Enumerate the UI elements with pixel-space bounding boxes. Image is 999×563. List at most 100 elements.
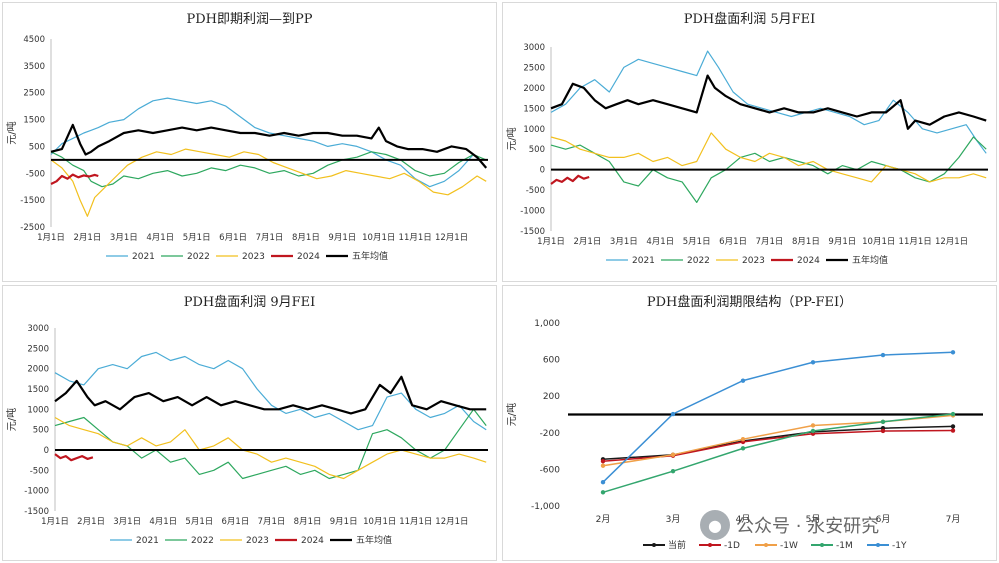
x-tick-label: 7月1日 [756, 237, 784, 247]
legend-label: 2024 [297, 252, 320, 262]
legend-label: 2024 [301, 536, 324, 546]
x-tick-label: 11月1日 [899, 237, 932, 247]
legend-label: 五年均值 [356, 534, 392, 546]
chart-title: PDH即期利润—到PP [186, 12, 312, 27]
x-tick-label: 5月1日 [185, 517, 213, 527]
series-line-当前 [602, 425, 954, 461]
legend-label: 2022 [191, 536, 214, 546]
y-tick-label: -1000 [24, 487, 49, 497]
x-tick-label: 7月1日 [256, 233, 284, 243]
y-tick-label: 3000 [523, 43, 545, 53]
chart-title: PDH盘面利润 9月FEI [184, 294, 316, 310]
series-line-2021 [550, 50, 987, 154]
y-tick-label: 1500 [523, 104, 545, 114]
chart-panel-spot-profit: PDH即期利润—到PP 元/吨 -2500 -1500 -500 500 1500 2500 3… [2, 2, 497, 282]
series-line-2021 [50, 97, 487, 188]
series-line-2023 [54, 416, 487, 480]
x-tick-label: 10月1日 [362, 233, 395, 243]
y-tick-label: 500 [529, 145, 545, 155]
x-tick-label: 3月1日 [110, 233, 138, 243]
legend-label: 2021 [132, 252, 155, 262]
series-point--1M [950, 411, 956, 417]
y-tick-label: 1500 [27, 385, 49, 395]
y-tick-label: -500 [26, 169, 45, 179]
y-tick-label: 600 [543, 356, 560, 366]
y-tick-label: 1000 [27, 405, 49, 415]
y-tick-label: 500 [33, 426, 49, 436]
legend-label: 2023 [242, 252, 265, 262]
x-tick-label: 7月 [946, 514, 961, 525]
x-tick-label: 4月1日 [646, 237, 674, 247]
chart-panel-term-structure: PDH盘面利润期限结构（PP-FEI） 元/吨 -1,000 -600 -200 200 6… [502, 285, 997, 561]
y-tick-label: 2000 [27, 365, 49, 375]
series-point--1Y [670, 411, 676, 417]
series-point--1Y [740, 378, 746, 383]
series-point--1Y [600, 480, 606, 485]
x-tick-label: 9月1日 [328, 233, 356, 243]
x-tick-label: 6月1日 [222, 517, 250, 527]
chart-title: PDH盘面利润期限结构（PP-FEI） [647, 294, 852, 310]
series-line--1W [602, 414, 954, 467]
series-line-2021 [54, 351, 487, 431]
wechat-icon: ● [700, 510, 730, 540]
legend-label: -1D [724, 541, 740, 551]
series-line-五年均值 [54, 375, 487, 415]
x-tick-label: 12月1日 [935, 237, 968, 247]
chart-term-structure: PDH盘面利润期限结构（PP-FEI） 元/吨 -1,000 -600 -200 200 6… [505, 294, 983, 551]
y-tick-label: 1500 [23, 116, 45, 126]
x-tick-label: 6月1日 [219, 233, 247, 243]
y-tick-label: 2000 [523, 84, 545, 94]
series-point--1M [670, 469, 676, 474]
x-tick-label: 3月1日 [610, 237, 638, 247]
x-tick-label: 7月1日 [258, 517, 286, 527]
y-axis-label: 元/吨 [505, 127, 518, 150]
x-tick-label: 6月1日 [719, 237, 747, 247]
y-tick-label: 4500 [23, 35, 45, 45]
legend-marker [820, 543, 824, 547]
series-point--1M [810, 428, 816, 434]
x-tick-label: 12月1日 [435, 233, 468, 243]
y-axis-label: 元/吨 [5, 121, 18, 144]
series-line-五年均值 [50, 123, 488, 169]
y-tick-label: -2500 [20, 223, 45, 233]
series-point--1M [880, 419, 886, 425]
series-point--1Y [880, 352, 886, 358]
x-tick-label: 2月1日 [74, 233, 102, 243]
series-line--1M [602, 413, 954, 494]
y-tick-label: 2500 [27, 344, 49, 354]
series-line-五年均值 [550, 74, 987, 130]
legend-marker [652, 543, 656, 547]
series-line--1Y [602, 351, 954, 483]
x-tick-label: 10月1日 [363, 517, 396, 527]
x-tick-label: 4月1日 [149, 517, 177, 527]
legend-label: -1M [836, 541, 853, 551]
x-tick-label: 9月1日 [828, 237, 856, 247]
x-tick-label: 9月1日 [330, 517, 358, 527]
series-line-2023 [50, 148, 487, 217]
series-point--1D [600, 458, 606, 464]
series-point--1M [600, 490, 606, 495]
series-point--1W [810, 423, 816, 428]
x-tick-label: 8月1日 [292, 233, 320, 243]
x-tick-label: 5月1日 [183, 233, 211, 243]
legend-marker [708, 543, 712, 547]
series-point--1M [740, 446, 746, 451]
legend-label: 2024 [797, 256, 820, 266]
x-tick-label: 11月1日 [399, 517, 432, 527]
y-tick-label: 2500 [23, 89, 45, 99]
y-tick-label: -1500 [24, 507, 49, 517]
y-tick-label: -600 [540, 465, 561, 475]
series-point--1Y [810, 360, 816, 365]
legend-label: 2022 [187, 252, 210, 262]
y-tick-label: -1500 [20, 196, 45, 206]
y-tick-label: 0 [44, 446, 49, 456]
x-tick-label: 4月1日 [146, 233, 174, 243]
legend-label: 2021 [632, 256, 655, 266]
y-tick-label: -500 [526, 186, 545, 196]
y-tick-label: 500 [29, 142, 45, 152]
y-tick-label: 1000 [523, 125, 545, 135]
chart-panel-may-fei: PDH盘面利润 5月FEI 元/吨 -1500 -1000 -500 0 500 1000 15… [502, 2, 997, 282]
chart-spot-profit: PDH即期利润—到PP 元/吨 -2500 -1500 -500 500 1500 2500 3… [5, 12, 488, 262]
x-tick-label: 2月1日 [77, 517, 105, 527]
y-tick-label: -1500 [520, 227, 545, 237]
